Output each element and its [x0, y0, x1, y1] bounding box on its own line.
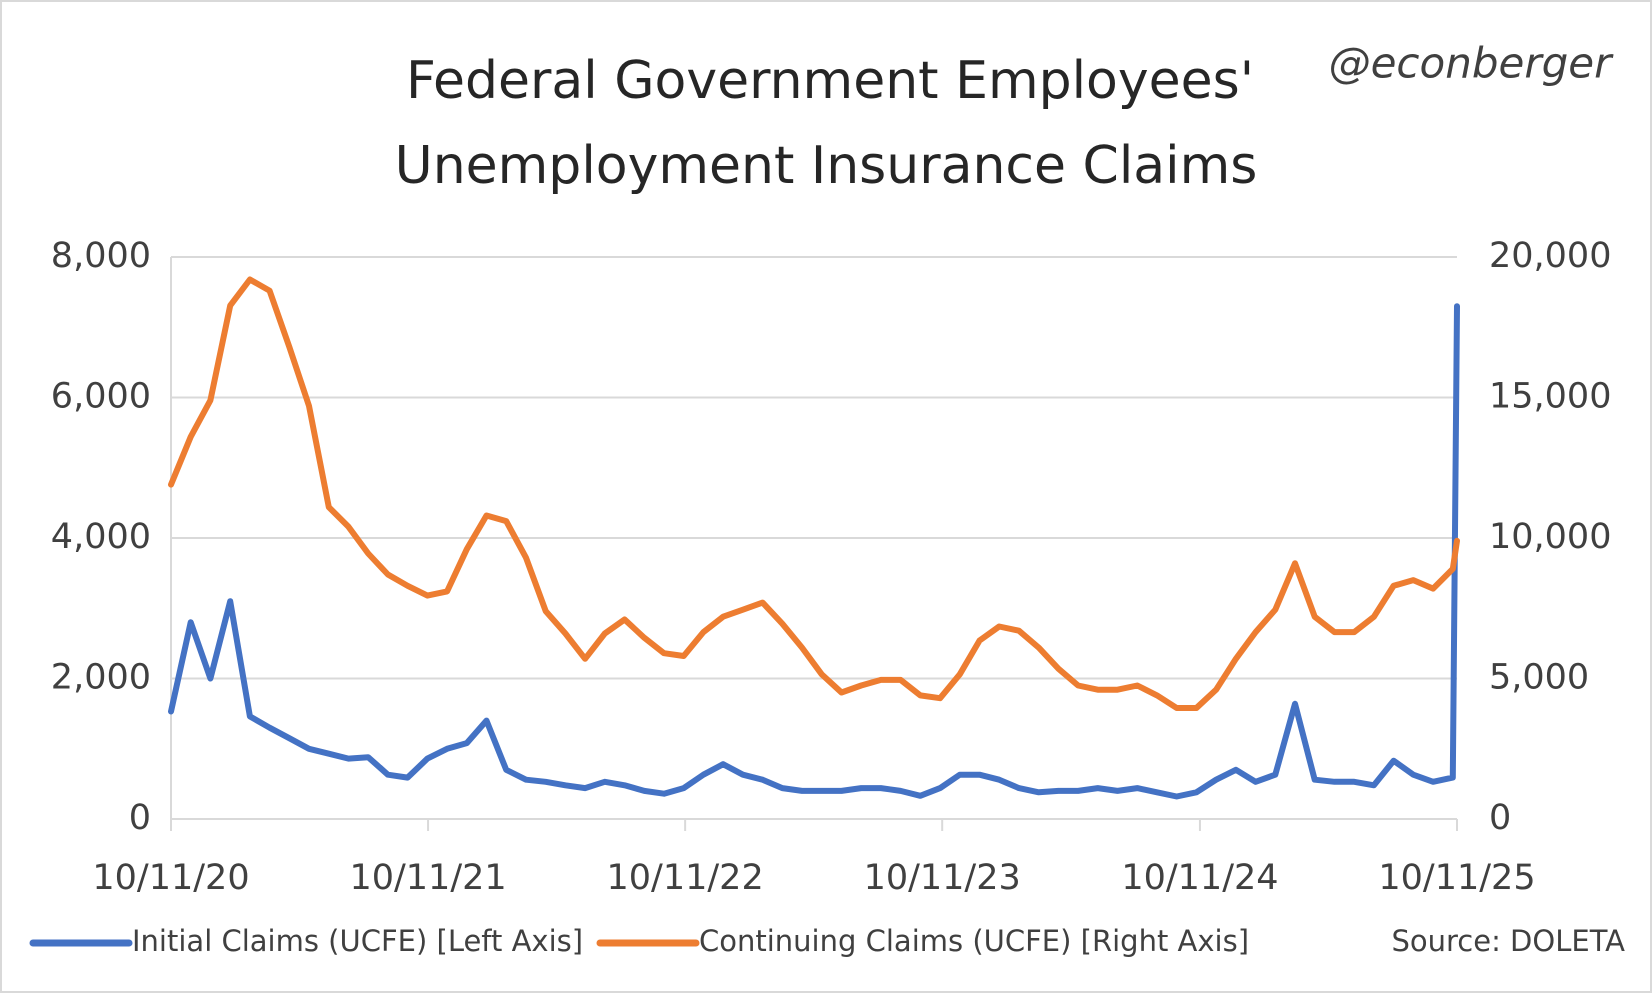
series-line	[168, 303, 1460, 800]
series-line	[168, 276, 1460, 711]
y-tick-label: 8,000	[51, 236, 151, 276]
source-note: Source: DOLETA	[1391, 924, 1625, 958]
x-tick-label: 10/11/23	[864, 858, 1021, 898]
y2-tick-label: 0	[1489, 798, 1511, 838]
x-tick-label: 10/11/25	[1378, 858, 1535, 898]
y-tick-label: 0	[129, 798, 151, 838]
chart-title: Federal Government Employees'	[406, 51, 1254, 111]
y-tick-label: 2,000	[51, 658, 151, 698]
y2-tick-label: 5,000	[1489, 658, 1589, 698]
y2-tick-label: 10,000	[1489, 517, 1611, 557]
handle: @econberger	[1329, 39, 1615, 88]
y-tick-label: 4,000	[51, 517, 151, 557]
legend-label: Initial Claims (UCFE) [Left Axis]	[132, 924, 583, 958]
x-tick-label: 10/11/20	[92, 858, 249, 898]
x-tick-label: 10/11/24	[1121, 858, 1278, 898]
y2-tick-label: 20,000	[1489, 236, 1611, 276]
chart-title: Unemployment Insurance Claims	[395, 136, 1258, 196]
legend-label: Continuing Claims (UCFE) [Right Axis]	[699, 924, 1249, 958]
y-tick-label: 6,000	[51, 377, 151, 417]
x-tick-label: 10/11/21	[349, 858, 506, 898]
x-tick-label: 10/11/22	[607, 858, 764, 898]
y2-tick-label: 15,000	[1489, 377, 1611, 417]
